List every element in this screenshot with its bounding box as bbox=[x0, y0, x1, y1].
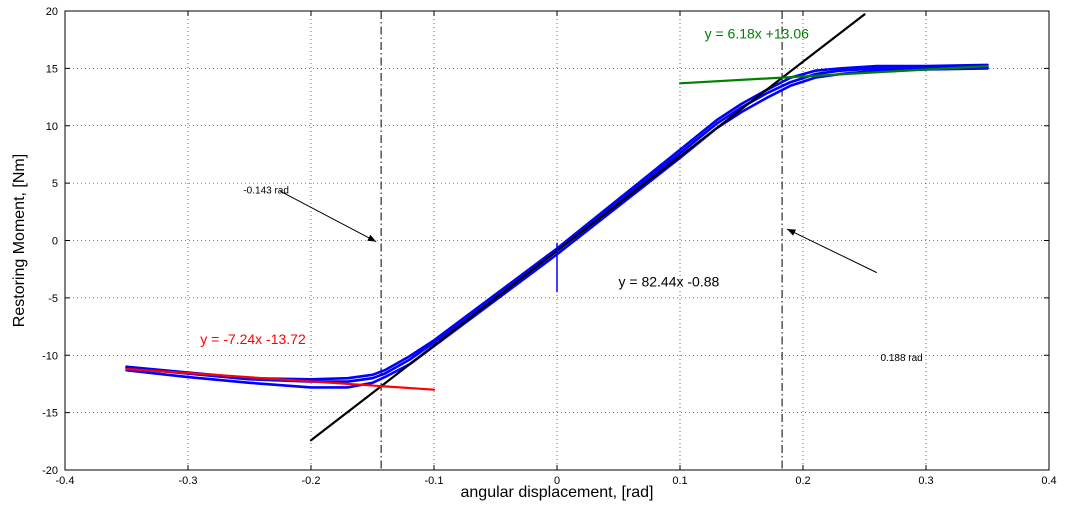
x-tick-label: -0.1 bbox=[425, 475, 444, 487]
annotation-label: y = 82.44x -0.88 bbox=[619, 273, 720, 289]
y-tick-label: 0 bbox=[52, 236, 58, 248]
y-tick-label: -10 bbox=[42, 350, 58, 362]
x-tick-label: 0.3 bbox=[918, 475, 933, 487]
y-tick-label: 5 bbox=[52, 178, 58, 190]
y-tick-label: -5 bbox=[48, 293, 58, 305]
annotation-arrowhead bbox=[787, 229, 796, 236]
x-tick-label: -0.2 bbox=[302, 475, 321, 487]
annotation-label: 0.188 rad bbox=[880, 353, 922, 364]
annotation-label: y = 6.18x +13.06 bbox=[705, 26, 810, 42]
series-line bbox=[309, 13, 866, 442]
x-tick-label: -0.3 bbox=[179, 475, 198, 487]
x-tick-label: 0 bbox=[554, 475, 560, 487]
x-tick-label: 0.4 bbox=[1041, 475, 1056, 487]
y-tick-label: -15 bbox=[42, 408, 58, 420]
series-group bbox=[125, 13, 989, 442]
annotations: y = 6.18x +13.06 y = 82.44x -0.88 y = -7.2… bbox=[200, 26, 922, 364]
series-line bbox=[125, 367, 436, 391]
x-tick-label: 0.2 bbox=[795, 475, 810, 487]
x-tick-label: -0.4 bbox=[56, 475, 75, 487]
vertical-reference-lines bbox=[380, 11, 783, 470]
y-tick-label: 10 bbox=[46, 121, 58, 133]
annotation-arrow bbox=[786, 228, 878, 274]
annotation-label: y = -7.24x -13.72 bbox=[200, 331, 306, 347]
axis-ticks: -0.4 -0.3 -0.2 -0.1 0 0.1 0.2 0.3 0.4 -20 -15 -10 -5… bbox=[42, 6, 1057, 487]
y-tick-label: -20 bbox=[42, 465, 58, 477]
x-tick-label: 0.1 bbox=[672, 475, 687, 487]
y-axis-label: Restoring Moment, [Nm] bbox=[11, 154, 28, 327]
series-line bbox=[125, 63, 989, 381]
grid bbox=[65, 11, 1049, 470]
series-line bbox=[678, 65, 989, 85]
x-axis-label: angular displacement, [rad] bbox=[461, 484, 654, 501]
y-tick-label: 15 bbox=[46, 63, 58, 75]
y-tick-label: 20 bbox=[46, 6, 58, 18]
annotation-arrow bbox=[280, 190, 377, 243]
annotation-label: -0.143 rad bbox=[243, 185, 289, 196]
annotation-arrowhead bbox=[367, 234, 377, 242]
